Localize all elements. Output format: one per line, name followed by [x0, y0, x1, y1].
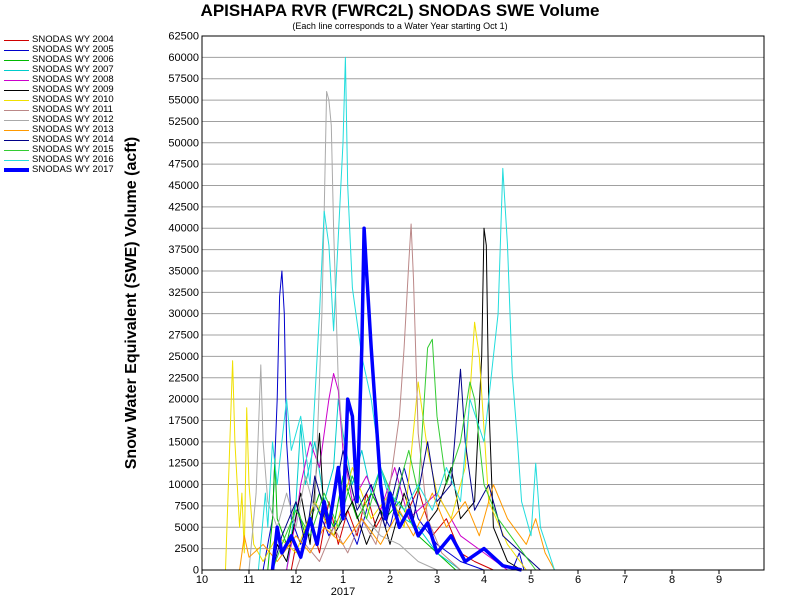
x-tick-label: 12 [290, 574, 302, 586]
y-tick-label: 30000 [168, 308, 199, 320]
y-tick-label: 45000 [168, 180, 199, 192]
series-line-snodas-wy-2012 [248, 91, 438, 571]
y-tick-label: 62500 [168, 31, 199, 43]
legend-swatch [4, 109, 29, 111]
x-tick-label: 7 [622, 574, 628, 586]
y-tick-label: 42500 [168, 201, 199, 213]
legend-label: SNODAS WY 2017 [32, 164, 114, 175]
y-tick-label: 40000 [168, 223, 199, 235]
legend-swatch [4, 49, 29, 51]
y-tick-label: 60000 [168, 52, 199, 64]
legend: SNODAS WY 2004 SNODAS WY 2005 SNODAS WY 20… [4, 35, 114, 175]
legend-label: SNODAS WY 2015 [32, 144, 114, 155]
y-tick-label: 7500 [175, 500, 199, 512]
y-tick-label: 57500 [168, 73, 199, 85]
x-tick-label: 11 [243, 574, 254, 586]
legend-label: SNODAS WY 2012 [32, 114, 114, 125]
legend-label: SNODAS WY 2016 [32, 154, 114, 165]
y-tick-label: 27500 [168, 330, 199, 342]
y-tick-label: 0 [193, 565, 199, 577]
y-tick-label: 50000 [168, 137, 199, 149]
legend-swatch [4, 168, 29, 172]
series-line-snodas-wy-2015 [272, 338, 537, 571]
legend-swatch [4, 139, 29, 141]
legend-item: SNODAS WY 2004 [4, 35, 114, 45]
axis-layer: 0250050007500100001250015000175002000022… [168, 31, 722, 599]
series-layer [225, 56, 555, 572]
y-tick-label: 35000 [168, 265, 199, 277]
legend-item: SNODAS WY 2009 [4, 85, 114, 95]
legend-label: SNODAS WY 2004 [32, 34, 114, 45]
series-line-snodas-wy-2017 [270, 226, 522, 572]
legend-label: SNODAS WY 2011 [32, 104, 113, 115]
y-tick-label: 17500 [168, 415, 199, 427]
y-tick-label: 22500 [168, 372, 199, 384]
series-line-snodas-wy-2009 [272, 227, 522, 571]
series-line-snodas-wy-2011 [295, 223, 461, 571]
y-tick-label: 47500 [168, 159, 199, 171]
y-tick-label: 10000 [168, 479, 199, 491]
legend-item: SNODAS WY 2011 [4, 105, 114, 115]
legend-label: SNODAS WY 2013 [32, 124, 114, 135]
x-tick-label: 9 [716, 574, 722, 586]
legend-swatch [4, 69, 29, 71]
y-tick-label: 15000 [168, 436, 199, 448]
legend-item: SNODAS WY 2008 [4, 75, 114, 85]
x-year-label: 2017 [331, 586, 355, 598]
legend-swatch [4, 119, 29, 121]
x-tick-label: 1 [340, 574, 346, 586]
legend-swatch [4, 159, 29, 161]
legend-label: SNODAS WY 2007 [32, 64, 114, 75]
legend-label: SNODAS WY 2010 [32, 94, 114, 105]
series-line-snodas-wy-2014 [272, 368, 541, 571]
legend-item: SNODAS WY 2010 [4, 95, 114, 105]
y-tick-label: 12500 [168, 458, 199, 470]
legend-swatch [4, 99, 29, 101]
chart-subtitle: (Each line corresponds to a Water Year s… [292, 21, 508, 31]
legend-swatch [4, 129, 29, 131]
plot-frame [201, 35, 765, 571]
legend-item: SNODAS WY 2005 [4, 45, 114, 55]
y-tick-label: 32500 [168, 287, 199, 299]
legend-swatch [4, 79, 29, 81]
y-tick-label: 2500 [175, 543, 199, 555]
chart-title: APISHAPA RVR (FWRC2L) SNODAS SWE Volume [200, 1, 600, 20]
y-tick-label: 25000 [168, 351, 199, 363]
legend-swatch [4, 59, 29, 61]
y-tick-label: 37500 [168, 244, 199, 256]
x-tick-label: 5 [528, 574, 534, 586]
x-tick-label: 3 [434, 574, 440, 586]
legend-item: SNODAS WY 2017 [4, 165, 114, 175]
legend-swatch [4, 39, 29, 41]
legend-item: SNODAS WY 2007 [4, 65, 114, 75]
y-tick-label: 5000 [175, 522, 199, 534]
legend-item: SNODAS WY 2012 [4, 115, 114, 125]
y-tick-label: 52500 [168, 116, 199, 128]
series-line-snodas-wy-2007 [286, 398, 461, 571]
x-tick-label: 4 [481, 574, 487, 586]
y-tick-label: 20000 [168, 394, 199, 406]
legend-item: SNODAS WY 2006 [4, 55, 114, 65]
legend-label: SNODAS WY 2014 [32, 134, 114, 145]
legend-item: SNODAS WY 2014 [4, 135, 114, 145]
x-tick-label: 2 [387, 574, 393, 586]
x-tick-label: 8 [669, 574, 675, 586]
legend-label: SNODAS WY 2008 [32, 74, 114, 85]
legend-item: SNODAS WY 2013 [4, 125, 114, 135]
legend-item: SNODAS WY 2016 [4, 155, 114, 165]
legend-label: SNODAS WY 2009 [32, 84, 114, 95]
legend-item: SNODAS WY 2015 [4, 145, 114, 155]
legend-label: SNODAS WY 2006 [32, 54, 114, 65]
y-tick-label: 55000 [168, 95, 199, 107]
x-tick-label: 6 [575, 574, 581, 586]
legend-swatch [4, 89, 29, 91]
legend-swatch [4, 149, 29, 151]
legend-label: SNODAS WY 2005 [32, 44, 114, 55]
x-tick-label: 10 [196, 574, 208, 586]
